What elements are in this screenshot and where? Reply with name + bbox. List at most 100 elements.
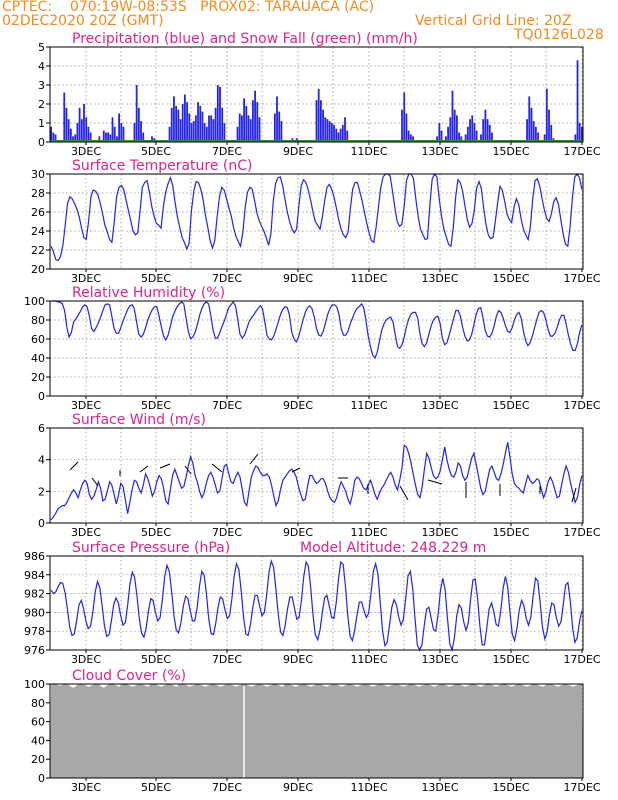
precip-bar: [140, 121, 142, 142]
precip-bar: [258, 117, 261, 142]
precip-bar: [543, 134, 546, 142]
wind-arrow: [211, 463, 223, 473]
precip-bar: [276, 96, 278, 142]
x-tick-label: 3DEC: [71, 526, 101, 539]
precip-bar: [460, 136, 463, 142]
panel-rh: 0 20 40 60 80 100 3DEC 5DEC 7DEC 9DEC 11DEC 13DEC 15…: [24, 285, 601, 412]
precip-bar: [236, 126, 239, 142]
precip-bar: [181, 104, 184, 142]
y-tick-label: 980: [24, 606, 45, 619]
precip-bar: [451, 90, 454, 142]
precip-bar: [80, 119, 83, 142]
y-tick-label: 0: [38, 772, 45, 785]
precip-bar: [328, 121, 331, 142]
series-line-rh: [51, 300, 583, 360]
y-tick-label: 60: [31, 333, 45, 346]
x-tick-label: 17DEC: [563, 399, 600, 412]
series-line-temp: [50, 172, 583, 262]
precip-bar: [216, 85, 219, 142]
precip-bar: [98, 136, 101, 142]
model-altitude: Model Altitude: 248.229 m: [300, 540, 486, 556]
precip-bar: [436, 136, 439, 142]
y-tick-label: 28: [31, 187, 45, 200]
series-line-pres: [50, 558, 583, 653]
y-tick-label: 2: [38, 485, 45, 498]
wind-arrow: [91, 477, 99, 487]
precip-bar: [249, 119, 252, 142]
x-tick-label: 9DEC: [283, 781, 313, 794]
x-tick-label: 11DEC: [350, 145, 387, 158]
x-tick-label: 5DEC: [141, 781, 171, 794]
precip-bar: [212, 119, 215, 142]
precip-bar: [445, 136, 447, 142]
x-tick-label: 15DEC: [492, 272, 529, 285]
header-station: CPTEC: 070:19W-08:53S PROX02: TARAUACA (…: [2, 0, 375, 15]
x-tick-label: 17DEC: [563, 526, 600, 539]
panel-frame: [49, 555, 584, 651]
precip-bar: [440, 130, 443, 142]
panel-title: Relative Humidity (%): [72, 285, 225, 301]
precip-bar: [337, 132, 340, 142]
x-tick-label: 13DEC: [421, 145, 458, 158]
precip-bar: [199, 105, 202, 142]
precip-bar: [168, 126, 171, 142]
precip-bar: [78, 107, 81, 142]
panel-title: Surface Temperature (nC): [72, 158, 253, 174]
precip-bar: [528, 96, 531, 142]
wind-arrow: [159, 463, 171, 469]
precip-bar: [245, 105, 248, 142]
panel-title: Precipitation (blue) and Snow Fall (gree…: [72, 31, 418, 47]
panel-title: Surface Wind (m/s): [72, 412, 206, 428]
x-tick-label: 11DEC: [350, 526, 387, 539]
x-tick-label: 3DEC: [71, 653, 101, 666]
precip-bar: [221, 107, 224, 142]
wind-arrow: [427, 479, 443, 485]
wind-arrow: [399, 485, 409, 501]
precip-bar: [188, 113, 191, 142]
precip-bar: [120, 123, 123, 142]
panel-frame: [49, 683, 584, 779]
x-tick-label: 9DEC: [283, 272, 313, 285]
panel-pres: 976 978 980 982 984 986 3DEC 5DEC 7DEC 9DEC 11DEC 1…: [24, 540, 601, 666]
precip-bar: [574, 134, 577, 142]
precip-bar: [335, 128, 338, 142]
precip-bar: [109, 134, 112, 142]
precip-bar: [170, 107, 173, 142]
precip-bar: [197, 102, 199, 142]
precip-bar: [251, 100, 254, 142]
precip-bar: [403, 92, 406, 142]
x-tick-label: 13DEC: [421, 526, 458, 539]
precip-bar: [346, 130, 349, 142]
precip-bar: [50, 126, 52, 142]
precip-bar: [203, 123, 206, 142]
precip-bar: [473, 123, 476, 142]
y-tick-label: 100: [24, 295, 45, 308]
y-tick-label: 26: [31, 206, 45, 219]
wind-arrow: [249, 453, 259, 465]
y-tick-label: 976: [24, 644, 45, 657]
x-tick-label: 17DEC: [563, 145, 600, 158]
x-tick-label: 7DEC: [212, 399, 242, 412]
precip-bar: [530, 107, 533, 142]
precip-bar: [326, 119, 329, 142]
x-tick-label: 11DEC: [350, 272, 387, 285]
x-tick-label: 17DEC: [563, 272, 600, 285]
panel-title: Cloud Cover (%): [72, 668, 186, 684]
x-tick-label: 3DEC: [71, 781, 101, 794]
y-tick-label: 0: [38, 136, 45, 149]
precip-bar: [322, 109, 324, 142]
precip-bar: [247, 115, 250, 142]
precip-bar: [135, 85, 138, 142]
precip-bar: [179, 119, 182, 142]
precip-bar: [578, 123, 581, 142]
panel-frame: [49, 300, 584, 397]
precip-bar: [447, 126, 450, 142]
y-tick-label: 100: [24, 678, 45, 691]
panel-cloud: 0 20 40 60 80 100 3DEC 5DEC 7DEC 9DEC 11DEC 13DEC 15…: [24, 668, 601, 794]
y-tick-label: 4: [38, 60, 45, 73]
precip-bar: [480, 134, 482, 142]
precip-bar: [72, 136, 74, 142]
panel-temp: 20 22 24 26 28 30 3DEC 5DEC 7DEC 9DEC 11DEC 13DEC 15…: [31, 158, 601, 285]
precip-bar: [190, 123, 193, 142]
y-tick-label: 20: [31, 753, 45, 766]
